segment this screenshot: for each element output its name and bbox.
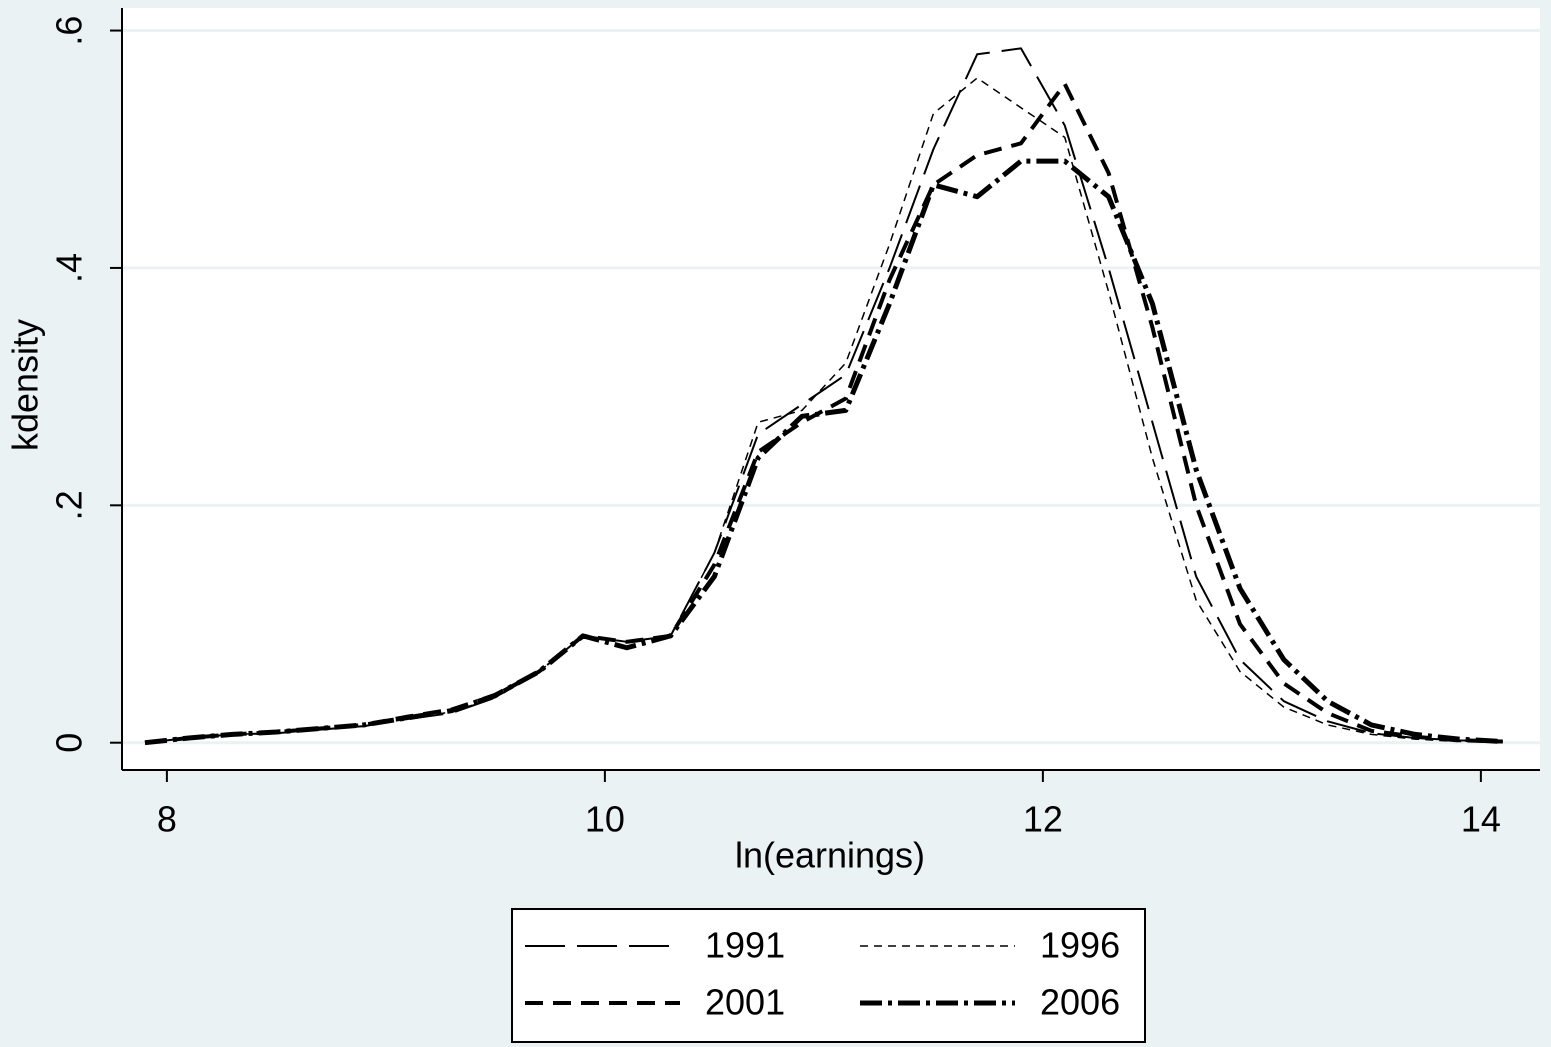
y-axis-title: kdensity (5, 319, 46, 451)
y-tick-label: .6 (49, 16, 90, 46)
plot-area (122, 8, 1540, 770)
density-line (144, 81, 1503, 745)
legend-label: 1991 (705, 925, 785, 966)
x-tick-label: 8 (157, 799, 177, 840)
y-tick-label: 0 (49, 733, 90, 753)
legend-label: 1996 (1040, 925, 1120, 966)
legend-label: 2001 (705, 982, 785, 1023)
y-tick-label: .2 (49, 490, 90, 520)
legend (511, 908, 1146, 1043)
x-axis-title: ln(earnings) (735, 835, 925, 876)
x-tick-label: 10 (585, 799, 625, 840)
legend-label: 2006 (1040, 982, 1120, 1023)
x-tick-label: 12 (1023, 799, 1063, 840)
x-tick-label: 14 (1461, 799, 1501, 840)
y-tick-label: .4 (49, 253, 90, 283)
